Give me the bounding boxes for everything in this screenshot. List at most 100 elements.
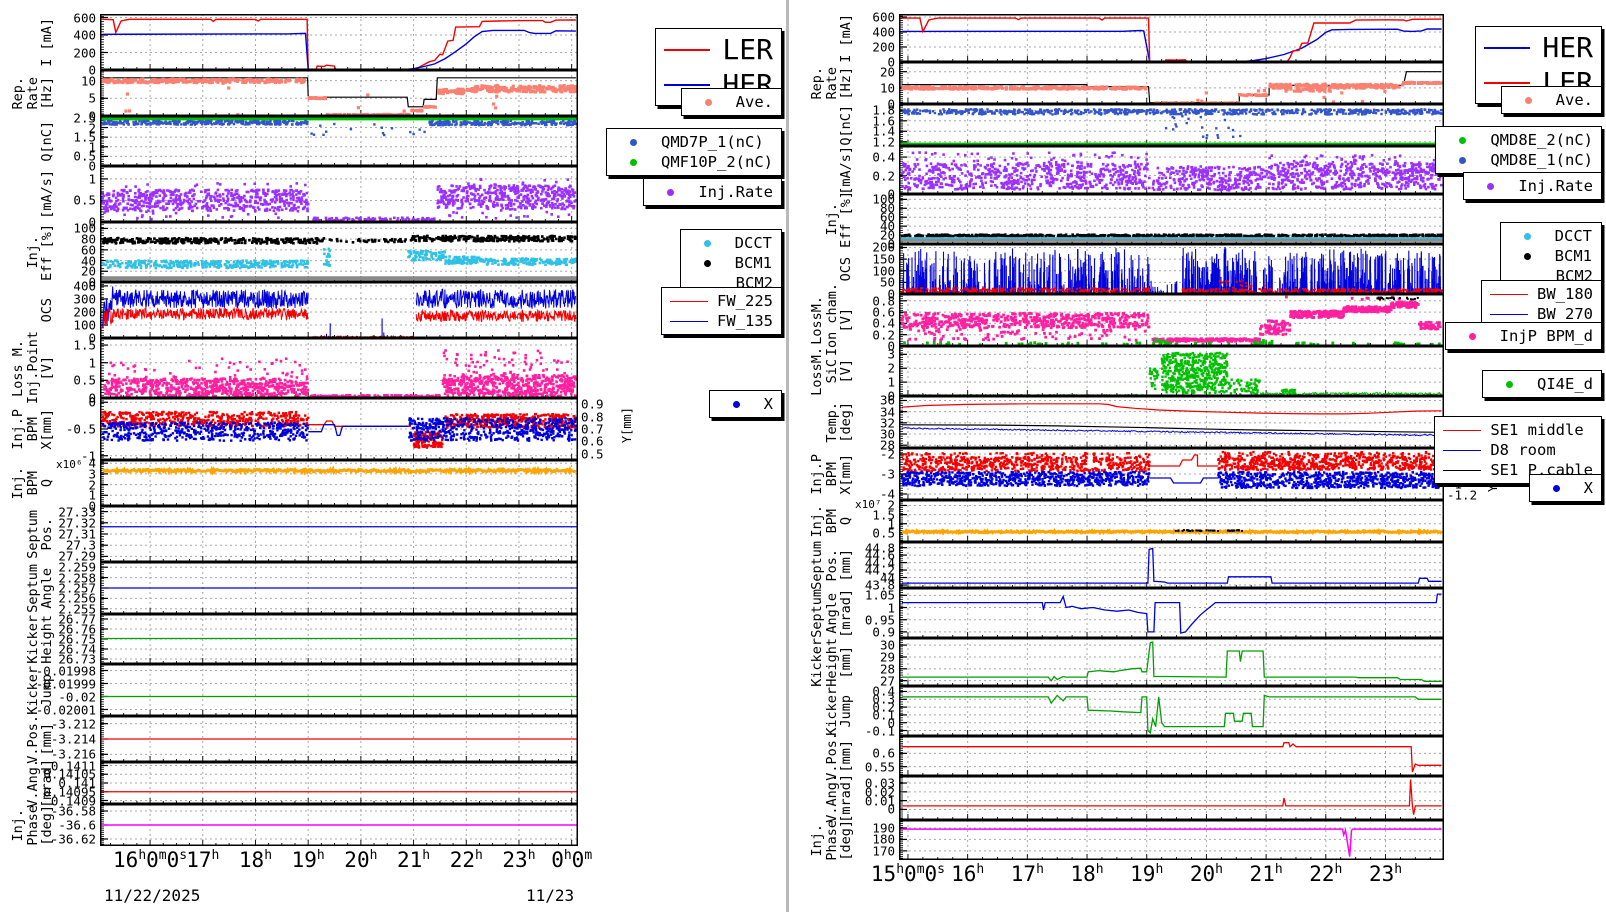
y-tick-label: 3	[887, 347, 895, 362]
y-tick-label: 0.95	[865, 612, 895, 627]
chart-v-pos: V.Pos. [mm] -3.212 -3.214 -3.216	[0, 715, 786, 763]
y-tick-label: 0.14105	[43, 767, 96, 782]
plot-area-septum-pos[interactable]	[899, 542, 1444, 588]
y-tick-label: 80	[81, 232, 96, 247]
y-tick-label: 44.8	[865, 540, 895, 555]
legend-line-icon	[1484, 46, 1531, 49]
axis-group-label: Inj.	[25, 236, 41, 269]
plot-area-ocs[interactable]	[100, 282, 578, 338]
axis-group-label: [V]	[39, 356, 55, 380]
plot-area-kicker-height[interactable]	[100, 614, 578, 664]
plot-area-inj-eff[interactable]	[100, 222, 578, 282]
plot-area-sic[interactable]	[899, 346, 1444, 396]
plot-area-loss-m[interactable]	[100, 338, 578, 398]
y-tick-label: 2.258	[58, 570, 96, 585]
legend-item: BCM1	[1509, 246, 1593, 266]
y-tick-label: 0.4	[872, 150, 895, 165]
plot-area-inj-bpm-q[interactable]	[100, 460, 578, 506]
legend-dot-icon	[667, 188, 675, 196]
y-tick-label: 200	[73, 304, 96, 319]
plot-area-injp-bpm-x[interactable]	[899, 448, 1444, 500]
plot-area-inj-phase[interactable]	[899, 820, 1444, 860]
plot-area-v-ang[interactable]	[899, 776, 1444, 820]
legend-line-icon	[1490, 293, 1528, 295]
y-tick-label: -3.214	[51, 732, 96, 747]
plot-area-ocs[interactable]	[899, 244, 1444, 294]
axis-group-label: Septum	[25, 510, 41, 559]
legend-label: BW_180	[1537, 285, 1593, 303]
y-tick-label: -0.1	[865, 723, 895, 738]
chart-injp-bpm-x: Inj.P BPM X[mm] 0 -0.5 -1 0.9 0.8 0.7 0.6 0.5 Y[mm]	[0, 395, 786, 463]
plot-area-q-nc[interactable]	[899, 104, 1444, 146]
legend-dot-icon	[1459, 156, 1467, 164]
y-tick-label: 0.5	[872, 525, 895, 540]
plot-area-injp-bpm-x[interactable]	[100, 398, 578, 460]
y-tick-label: 0.3	[872, 692, 895, 707]
y-tick-label: 0	[88, 395, 96, 410]
legend-box-8: SE1 middle D8 room SE1 P.cable	[1434, 416, 1602, 484]
plot-area-q-nc[interactable]	[100, 116, 578, 166]
y-tick-label: 0.141	[58, 776, 96, 791]
plot-area-kicker-jump[interactable]	[100, 664, 578, 716]
plot-area-inj-rate[interactable]	[899, 146, 1444, 194]
y-tick-label: -3	[880, 467, 895, 482]
legend-item: D8 room	[1443, 440, 1593, 460]
right-tick-label: 0.6	[581, 434, 604, 449]
plot-area-i-ma[interactable]	[899, 14, 1444, 62]
plot-area-septum-angle[interactable]	[899, 588, 1444, 638]
y-tick-label: 0.6	[872, 746, 895, 761]
chart-q-nc: Q[nC] 2.5 2 1.5 1 0.5 0	[0, 110, 786, 174]
y-tick-label: 1	[887, 600, 895, 615]
axis-group-label: Kicker	[824, 687, 840, 736]
legend-dot-icon	[1468, 332, 1476, 340]
plot-area-temp[interactable]	[899, 396, 1444, 448]
y-tick-label: 170	[872, 843, 895, 858]
axis-group-label: [mm]	[838, 740, 854, 773]
plot-area-septum-pos[interactable]	[100, 506, 578, 562]
plot-area-ion-cham[interactable]	[899, 294, 1444, 346]
plot-area-inj-eff[interactable]	[899, 194, 1444, 244]
plot-area-inj-rate[interactable]	[100, 166, 578, 222]
y-tick-label: 0	[88, 159, 96, 174]
legend-item: FW_135	[670, 311, 773, 331]
axis-group-label: Kicker	[809, 638, 825, 687]
y-tick-label: 0.5	[73, 193, 96, 208]
axis-group-label: [V]	[838, 308, 854, 332]
plot-area-v-pos[interactable]	[100, 716, 578, 762]
plot-area-rep-rate[interactable]	[100, 70, 578, 116]
chart-ion-cham: LossM. Ion cham. [V] 0.8 0.6 0.4 0.2 0	[789, 283, 1606, 357]
plot-area-v-ang[interactable]	[100, 762, 578, 804]
y-tick-label: 0.1411	[51, 758, 96, 773]
axis-group-label: OCS	[838, 257, 854, 281]
chart-septum-pos: Septum Pos. 27.33 27.32 27.31 27.3 27.29	[0, 504, 786, 564]
plot-area-septum-angle[interactable]	[100, 562, 578, 614]
legend-item: X	[1538, 478, 1593, 498]
y-tick-label: 60	[880, 210, 895, 225]
legend-label: FW_135	[717, 312, 773, 330]
y-tick-label: 40	[81, 253, 96, 268]
y-tick-label: 0.5	[73, 149, 96, 164]
y-tick-label: -0.01998	[36, 663, 96, 678]
axis-group-label: [mm]	[838, 549, 854, 582]
plot-area-inj-bpm-q[interactable]	[899, 500, 1444, 542]
axis-group-label: LossM.	[809, 347, 825, 396]
panel-divider	[786, 0, 789, 912]
legend-box-6: InjP BPM_d	[1444, 322, 1602, 350]
plot-area-rep-rate[interactable]	[899, 62, 1444, 104]
axis-group-label: Septum	[809, 589, 825, 638]
plot-area-kicker-height[interactable]	[899, 638, 1444, 686]
plot-area-i-ma[interactable]	[100, 14, 578, 70]
axis-group-label: Inj.	[809, 824, 825, 857]
y-tick-label: 2	[887, 361, 895, 376]
legend-label: X	[1584, 479, 1593, 497]
y-tick-label: 0	[88, 499, 96, 514]
y-tick-label: 0.1	[872, 707, 895, 722]
legend-box-2: QMD7P_1(nC) QMF10P_2(nC)	[606, 128, 782, 176]
chart-inj-phase: Inj. Phase [deg] -36.58 -36.6 -36.62	[0, 804, 786, 847]
plot-area-inj-phase[interactable]	[100, 804, 578, 846]
y-tick-label: 27.32	[58, 515, 96, 530]
y-tick-label: 32	[880, 415, 895, 430]
plot-area-v-pos[interactable]	[899, 736, 1444, 776]
plot-area-kicker-jump[interactable]	[899, 686, 1444, 736]
